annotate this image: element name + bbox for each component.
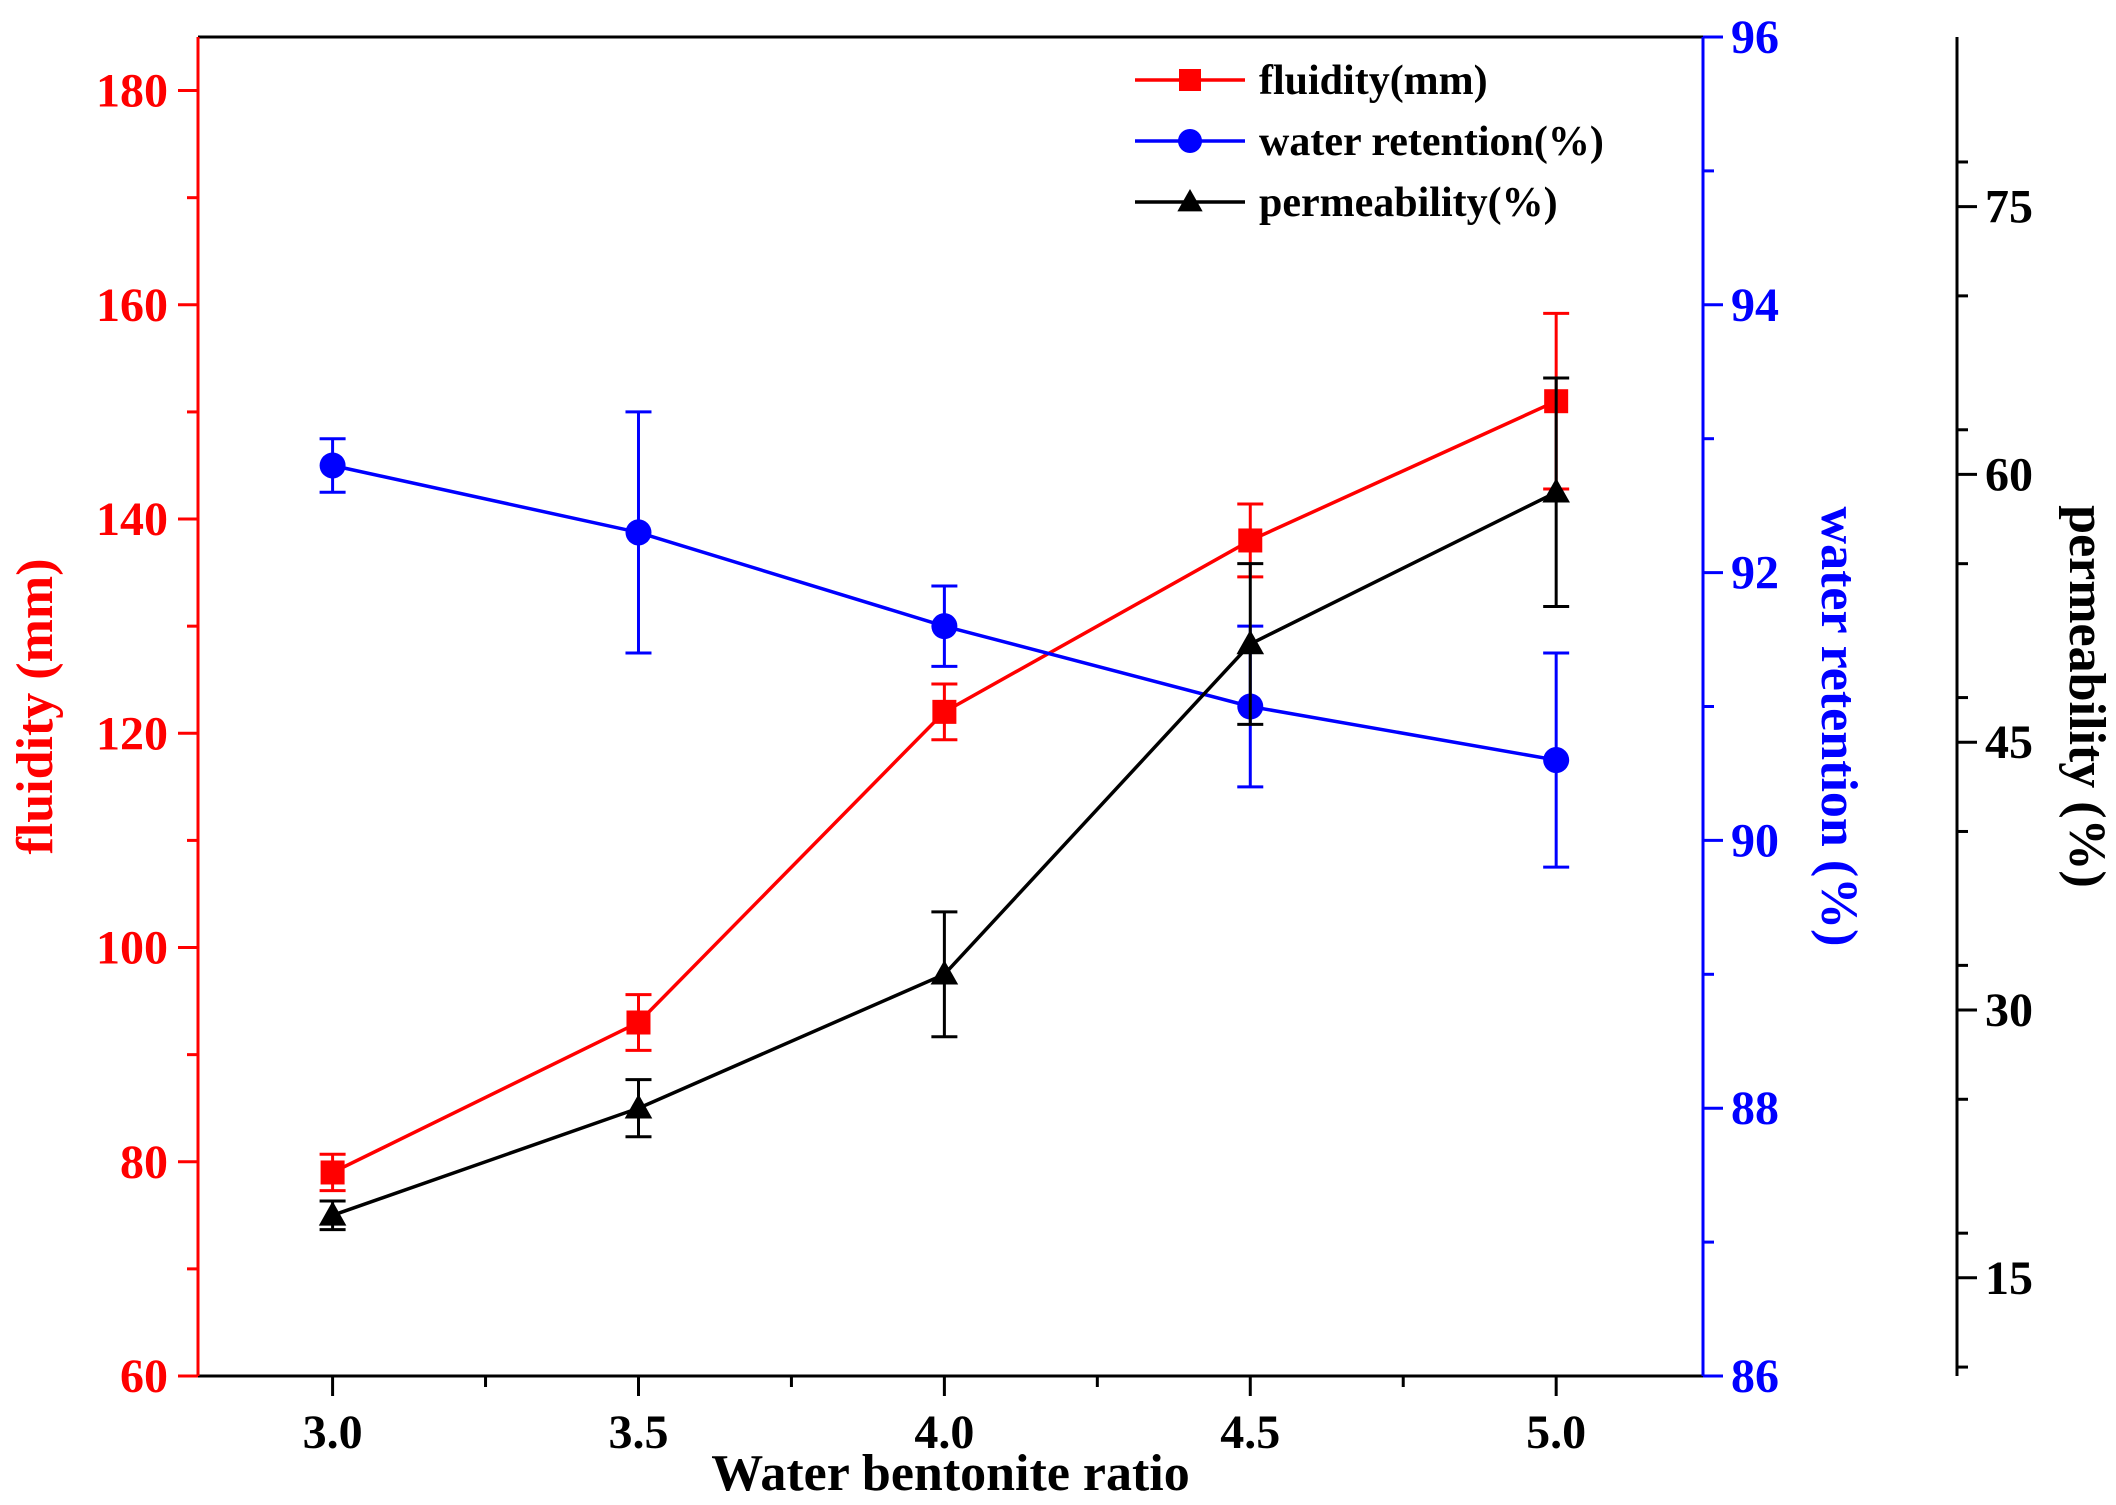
- legend-marker-water-retention: [1178, 129, 1202, 153]
- x-tick-label: 3.0: [303, 1406, 363, 1459]
- x-tick-label: 4.0: [914, 1406, 974, 1459]
- permeability-point: [318, 1201, 347, 1226]
- fluidity-tick-label: 160: [96, 279, 168, 332]
- water-retention-point: [625, 519, 652, 546]
- permeability-point: [1236, 629, 1265, 655]
- water-retention-tick-label: 94: [1731, 279, 1779, 332]
- water-retention-axis: 86 88 90 92 94 96 water retention (%): [1701, 11, 1867, 1403]
- permeability-tick-label: 60: [1985, 448, 2033, 501]
- legend-label-water-retention: water retention(%): [1259, 119, 1604, 165]
- x-axis: 3.0 3.5 4.0 4.5 5.0 Water bentonite ratio: [198, 1374, 1703, 1502]
- legend-item-permeability: permeability(%): [1135, 180, 1558, 226]
- legend-marker-fluidity: [1179, 69, 1201, 91]
- x-tick-label: 5.0: [1526, 1406, 1586, 1459]
- permeability-tick-label: 75: [1985, 181, 2033, 234]
- legend-item-water-retention: water retention(%): [1135, 119, 1604, 165]
- series-layer: [318, 311, 1570, 1232]
- fluidity-axis: 60 80 100 120 140 160 180 fluidity (mm): [7, 37, 200, 1403]
- fluidity-tick-label: 120: [96, 707, 168, 760]
- permeability-series: [318, 376, 1570, 1232]
- fluidity-point: [1238, 528, 1263, 553]
- permeability-tick-label: 30: [1985, 984, 2033, 1037]
- fluidity-tick-label: 180: [96, 65, 168, 118]
- permeability-axis: 15 30 45 60 75 permeability (%): [1955, 37, 2115, 1376]
- water-retention-point: [931, 613, 958, 640]
- permeability-tick-label: 15: [1985, 1252, 2033, 1305]
- fluidity-tick-label: 80: [120, 1136, 168, 1189]
- water-retention-axis-title: water retention (%): [1810, 507, 1867, 947]
- fluidity-tick-label: 60: [120, 1350, 168, 1403]
- water-retention-tick-label: 86: [1731, 1350, 1779, 1403]
- water-retention-tick-label: 88: [1731, 1082, 1779, 1135]
- fluidity-line: [331, 399, 1557, 1175]
- fluidity-point: [932, 699, 957, 724]
- legend-label-fluidity: fluidity(mm): [1259, 58, 1488, 104]
- permeability-point: [1542, 478, 1570, 503]
- water-retention-tick-label: 90: [1731, 814, 1779, 867]
- fluidity-series: [319, 311, 1570, 1193]
- permeability-axis-title: permeability (%): [2058, 505, 2115, 888]
- fluidity-axis-title: fluidity (mm): [7, 558, 64, 854]
- x-axis-title: Water bentonite ratio: [711, 1445, 1190, 1502]
- water-retention-tick-label: 92: [1731, 547, 1779, 600]
- fluidity-tick-label: 140: [96, 493, 168, 546]
- fluidity-point: [626, 1010, 651, 1035]
- water-retention-point: [1543, 747, 1570, 774]
- water-retention-point: [319, 452, 346, 479]
- fluidity-point: [320, 1160, 345, 1185]
- x-tick-label: 3.5: [608, 1406, 668, 1459]
- permeability-point: [930, 960, 959, 985]
- fluidity-tick-label: 100: [96, 922, 168, 975]
- water-retention-tick-label: 96: [1731, 11, 1779, 64]
- x-tick-label: 4.5: [1220, 1406, 1280, 1459]
- water-retention-series: [319, 410, 1570, 869]
- legend-marker-permeability: [1177, 189, 1203, 212]
- legend-label-permeability: permeability(%): [1259, 180, 1558, 226]
- permeability-point: [624, 1094, 653, 1119]
- permeability-tick-label: 45: [1985, 716, 2033, 769]
- legend: fluidity(mm) water retention(%) permeabili…: [1135, 58, 1604, 226]
- legend-item-fluidity: fluidity(mm): [1135, 58, 1488, 104]
